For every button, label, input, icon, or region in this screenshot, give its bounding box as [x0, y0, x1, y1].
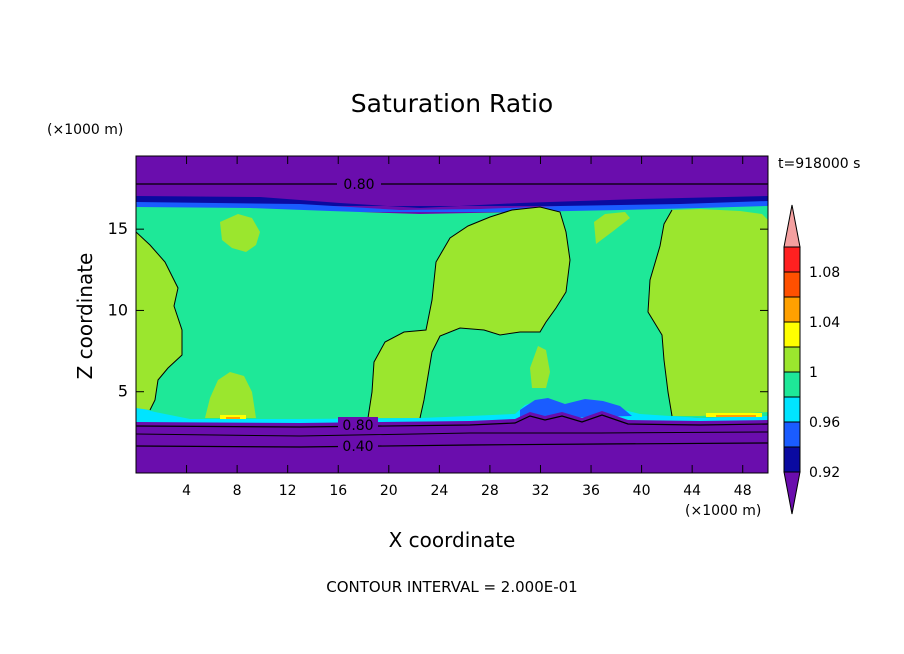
x-tick-label-24: 24 [430, 483, 448, 499]
contour-line-right [647, 209, 673, 417]
plot-area [136, 156, 768, 473]
x-tick-label-40: 40 [633, 483, 651, 499]
colorbar-arrow-high [783, 204, 801, 248]
patch-center-column [530, 346, 550, 388]
patch-central-ridge [368, 207, 570, 418]
contour-label-bg-mid [338, 417, 378, 433]
colorbar-label-0: 1.08 [809, 265, 840, 281]
x-axis-label: X coordinate [389, 528, 516, 552]
colorbar-arrow-low [783, 471, 801, 515]
colorbar-label-2: 1 [809, 365, 818, 381]
contour-label-bg-top [337, 175, 381, 192]
x-tick-label-48: 48 [734, 483, 752, 499]
colorbar-block-7 [783, 271, 801, 298]
x-tick-label-44: 44 [683, 483, 701, 499]
x-tick-label-16: 16 [329, 483, 347, 499]
colorbar-label-3: 0.96 [809, 415, 840, 431]
colorbar-block-8 [783, 246, 801, 273]
x-tick-label-28: 28 [481, 483, 499, 499]
x-tick-label-32: 32 [532, 483, 550, 499]
x-unit-label: (×1000 m) [685, 503, 761, 519]
colorbar-block-1 [783, 421, 801, 448]
patch-right-column [648, 209, 768, 416]
contour-labels: 0.80 0.80 0.40 [337, 175, 381, 455]
colorbar-block-4 [783, 346, 801, 373]
y-unit-label: (×1000 m) [47, 122, 123, 138]
colorbar: 1.08 1.04 1 0.96 0.92 [783, 204, 840, 515]
contour-label-080-bottom: 0.80 [342, 418, 373, 434]
colorbar-label-4: 0.92 [809, 465, 840, 481]
colorbar-block-5 [783, 321, 801, 348]
y-axis: 5 10 15 [108, 219, 768, 401]
contour-line-040 [136, 442, 768, 448]
contour-line-080-bottom [136, 414, 768, 428]
contour-line-central [367, 206, 571, 419]
contour-line-060 [136, 431, 768, 437]
spot-orange-46km [716, 415, 756, 417]
colorbar-block-6 [783, 296, 801, 323]
patch-upper-left-blob [220, 214, 260, 252]
chart-title: Saturation Ratio [351, 89, 553, 118]
contour-label-bg-low [338, 438, 378, 454]
x-tick-label-8: 8 [233, 483, 242, 499]
contour-label-040: 0.40 [342, 439, 373, 455]
contour-interval-footer: CONTOUR INTERVAL = 2.000E-01 [326, 578, 577, 596]
colorbar-label-1: 1.04 [809, 315, 840, 331]
x-tick-label-12: 12 [279, 483, 297, 499]
colorbar-block-0 [783, 446, 801, 473]
x-tick-label-36: 36 [582, 483, 600, 499]
time-label: t=918000 s [778, 156, 860, 172]
y-tick-label-10: 10 [108, 300, 128, 319]
x-tick-label-20: 20 [380, 483, 398, 499]
contour-line-troposphere-edge [136, 231, 183, 411]
x-axis: 4 8 12 16 20 24 28 32 36 40 44 48 [182, 156, 752, 499]
colorbar-block-2 [783, 396, 801, 423]
upper-lightblue-layer [136, 201, 768, 212]
spot-orange-8km [226, 417, 240, 419]
y-tick-label-5: 5 [118, 382, 128, 401]
y-tick-label-15: 15 [108, 219, 128, 238]
y-axis-label: Z coordinate [73, 253, 97, 380]
plot-frame [135, 155, 769, 474]
patch-small-plume-8km [205, 372, 256, 418]
colorbar-block-3 [783, 371, 801, 398]
contour-label-080-top: 0.80 [343, 177, 374, 193]
patch-small-upper-right [594, 212, 630, 244]
x-tick-label-4: 4 [182, 483, 191, 499]
